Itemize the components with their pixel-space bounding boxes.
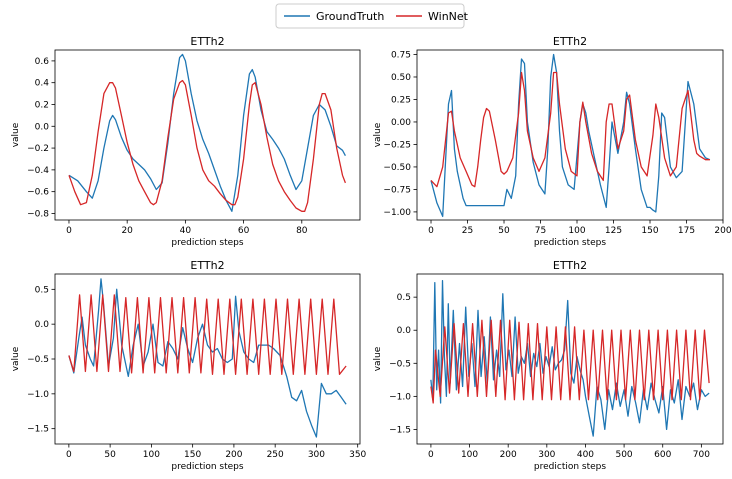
x-tick-label: 125 — [605, 226, 622, 236]
y-tick-label: 0.0 — [35, 320, 50, 330]
subplot-1: ETTh2 prediction steps value 0 20 40 60 80 −0… — [11, 35, 361, 248]
legend: GroundTruth WinNet — [275, 3, 469, 29]
x-tick-label: 300 — [308, 450, 325, 460]
y-axis-label: value — [373, 122, 383, 147]
x-tick-label: 250 — [267, 450, 284, 460]
x-axis-label: prediction steps — [171, 238, 243, 248]
y-tick-label: −1.5 — [389, 425, 411, 435]
y-tick-label: −0.8 — [27, 209, 49, 219]
x-tick-label: 40 — [180, 226, 192, 236]
y-tick-label: 0.75 — [391, 50, 411, 60]
series-line-winnet — [430, 319, 710, 404]
y-tick-label: 0.2 — [35, 100, 49, 110]
y-axis-label: value — [373, 346, 383, 371]
y-tick-label: −0.2 — [27, 144, 49, 154]
x-axis-label: prediction steps — [171, 462, 243, 472]
y-tick-label: −1.0 — [389, 392, 411, 402]
x-tick-label: 20 — [121, 226, 133, 236]
x-tick-label: 0 — [66, 450, 72, 460]
y-tick-label: 0.6 — [35, 57, 50, 67]
x-tick-label: 0 — [428, 450, 434, 460]
x-tick-label: 60 — [238, 226, 250, 236]
x-axis-label: prediction steps — [534, 462, 606, 472]
y-tick-label: 0.50 — [391, 73, 411, 83]
subplot-title: ETTh2 — [190, 259, 224, 272]
x-tick-label: 150 — [641, 226, 658, 236]
x-tick-label: 350 — [349, 450, 366, 460]
y-tick-label: 0.4 — [35, 79, 50, 89]
y-tick-label: 0.0 — [35, 122, 50, 132]
series-line-groundtruth — [68, 53, 346, 212]
legend-label-winnet: WinNet — [428, 10, 469, 23]
series-line-winnet — [430, 71, 710, 188]
y-tick-label: −1.0 — [27, 390, 49, 400]
y-tick-label: −1.00 — [383, 208, 411, 218]
series-line-groundtruth — [430, 53, 711, 218]
x-tick-label: 400 — [577, 450, 594, 460]
x-tick-label: 700 — [693, 450, 710, 460]
x-tick-label: 75 — [535, 226, 546, 236]
y-tick-label: −0.75 — [383, 185, 411, 195]
y-tick-label: −0.6 — [27, 188, 49, 198]
plot-frame — [54, 49, 361, 221]
y-tick-label: −0.5 — [27, 355, 49, 365]
subplot-2: ETTh2 prediction steps value 0 25 50 75 100 1… — [373, 35, 732, 248]
x-tick-label: 0 — [428, 226, 434, 236]
x-tick-label: 50 — [104, 450, 116, 460]
y-tick-label: −0.25 — [383, 140, 411, 150]
x-tick-label: 100 — [461, 450, 478, 460]
series-line-groundtruth — [430, 279, 710, 437]
subplot-3: ETTh2 prediction steps value 0 50 100 150 20… — [11, 259, 367, 472]
x-axis-label: prediction steps — [534, 238, 606, 248]
x-tick-label: 200 — [500, 450, 517, 460]
y-tick-label: −1.5 — [27, 425, 49, 435]
x-tick-label: 100 — [143, 450, 160, 460]
y-tick-label: 0.5 — [397, 293, 411, 303]
x-tick-label: 600 — [654, 450, 671, 460]
x-tick-label: 80 — [296, 226, 308, 236]
x-tick-label: 500 — [615, 450, 632, 460]
x-tick-label: 175 — [678, 226, 695, 236]
x-tick-label: 200 — [225, 450, 242, 460]
x-tick-label: 200 — [714, 226, 731, 236]
y-tick-label: 0.25 — [391, 95, 411, 105]
x-tick-label: 0 — [66, 226, 72, 236]
x-tick-label: 150 — [184, 450, 201, 460]
subplot-title: ETTh2 — [553, 35, 587, 48]
y-tick-label: 0.00 — [391, 118, 411, 128]
subplot-title: ETTh2 — [190, 35, 224, 48]
plot-frame — [416, 49, 724, 221]
subplot-4: ETTh2 prediction steps value 0 100 200 300 4… — [373, 259, 724, 472]
x-tick-label: 25 — [462, 226, 473, 236]
y-tick-label: 0.5 — [35, 285, 49, 295]
y-tick-label: −0.50 — [383, 163, 411, 173]
series-line-winnet — [68, 79, 347, 212]
subplot-title: ETTh2 — [553, 259, 587, 272]
x-tick-label: 50 — [498, 226, 510, 236]
legend-label-groundtruth: GroundTruth — [316, 10, 384, 23]
x-tick-label: 100 — [568, 226, 585, 236]
y-axis-label: value — [11, 346, 21, 371]
x-tick-label: 300 — [538, 450, 555, 460]
y-axis-label: value — [11, 122, 21, 147]
y-tick-label: −0.5 — [389, 359, 411, 369]
y-tick-label: 0.0 — [397, 326, 412, 336]
series-line-winnet — [68, 294, 347, 375]
plot-frame — [54, 273, 361, 445]
y-tick-label: −0.4 — [27, 166, 49, 176]
plot-frame — [416, 273, 724, 445]
legend-box — [275, 3, 465, 29]
